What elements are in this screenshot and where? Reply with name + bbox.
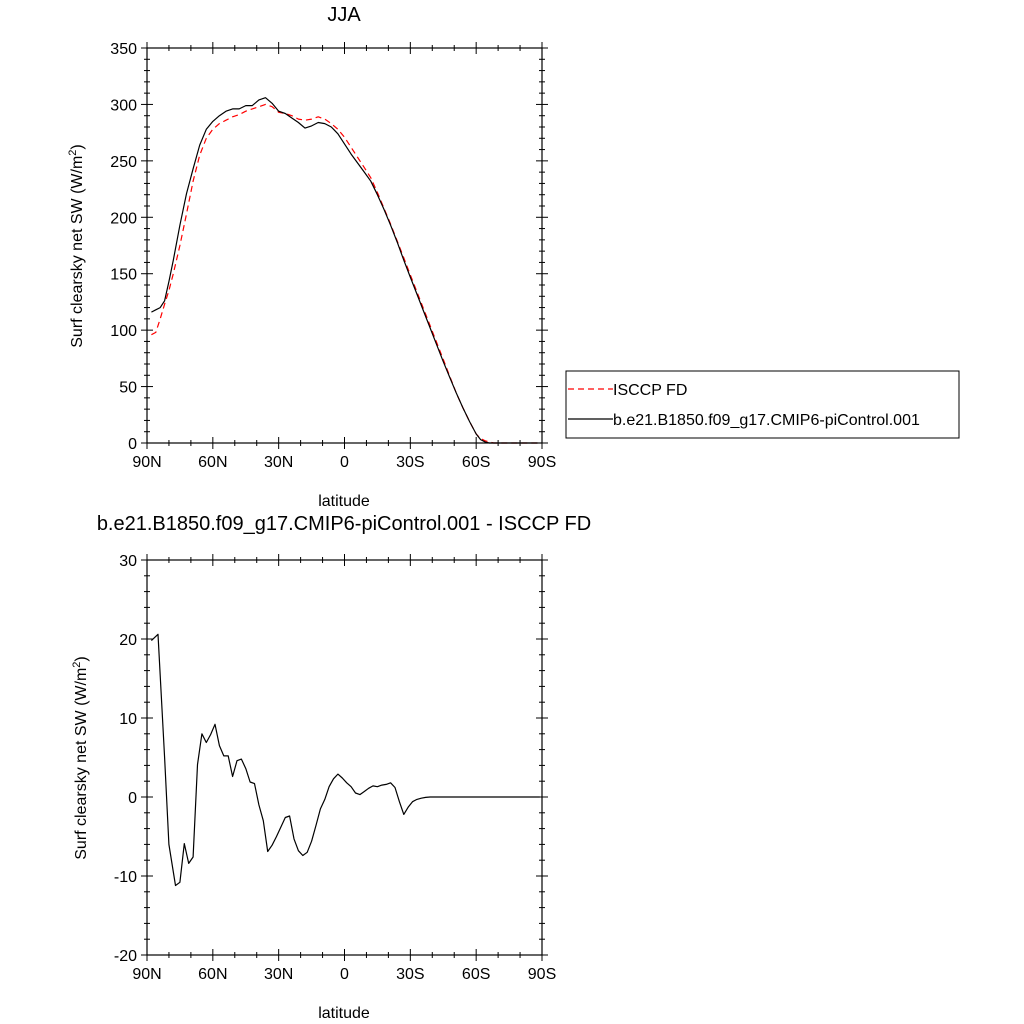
legend: ISCCP FD b.e21.B1850.f09_g17.CMIP6-piCon… bbox=[565, 370, 960, 439]
legend-box bbox=[565, 370, 960, 439]
y-tick-label: 0 bbox=[128, 790, 137, 807]
y-tick-label: 0 bbox=[128, 436, 137, 453]
difference-line bbox=[150, 633, 540, 887]
bottom-y-axis-label: Surf clearsky net SW (W/m2) bbox=[71, 656, 90, 859]
y-tick-label: 100 bbox=[110, 323, 137, 340]
x-tick-label: 30S bbox=[396, 454, 424, 471]
x-tick-label: 0 bbox=[340, 966, 349, 983]
bottom-x-axis-label: latitude bbox=[318, 1005, 370, 1022]
bottom-plot-frame bbox=[146, 559, 543, 956]
x-tick-label: 90N bbox=[132, 454, 161, 471]
x-tick-label: 90N bbox=[132, 966, 161, 983]
y-tick-label: 20 bbox=[119, 632, 137, 649]
bottom-chart-title: b.e21.B1850.f09_g17.CMIP6-piControl.001 … bbox=[97, 513, 591, 535]
top-plot-frame bbox=[146, 47, 543, 444]
top-y-axis-label-close: ) bbox=[69, 144, 86, 149]
top-y-axis-label-main: Surf clearsky net SW (W/m bbox=[69, 156, 86, 348]
top-panel: JJA 90N 60N 30N 0 30S 60S 90S 0 50 100 150 200 250 3… bbox=[67, 4, 556, 510]
bottom-y-axis-label-main: Surf clearsky net SW (W/m bbox=[73, 668, 90, 860]
x-tick-label: 30N bbox=[264, 454, 293, 471]
y-tick-label: 250 bbox=[110, 154, 137, 171]
bottom-y-axis-label-sup: 2 bbox=[71, 662, 83, 668]
legend-isccp-label: ISCCP FD bbox=[613, 382, 687, 399]
bottom-panel: b.e21.B1850.f09_g17.CMIP6-piControl.001 … bbox=[71, 513, 591, 1022]
bottom-series-lines bbox=[150, 633, 540, 887]
y-tick-label: 350 bbox=[110, 41, 137, 58]
legend-model-label: b.e21.B1850.f09_g17.CMIP6-piControl.001 bbox=[613, 412, 920, 429]
x-tick-label: 90S bbox=[528, 454, 556, 471]
top-chart-title: JJA bbox=[327, 4, 361, 26]
top-x-axis-label: latitude bbox=[318, 493, 370, 510]
x-tick-label: 0 bbox=[340, 454, 349, 471]
model-line bbox=[151, 97, 538, 444]
bottom-x-tick-labels: 90N 60N 30N 0 30S 60S 90S bbox=[132, 966, 556, 983]
y-tick-label: 30 bbox=[119, 553, 137, 570]
isccp-fd-line bbox=[151, 103, 538, 444]
top-series-lines bbox=[151, 97, 538, 444]
bottom-ticks bbox=[141, 554, 548, 961]
top-y-axis-label-sup: 2 bbox=[67, 150, 79, 156]
y-tick-label: 300 bbox=[110, 97, 137, 114]
x-tick-label: 90S bbox=[528, 966, 556, 983]
top-y-tick-labels: 0 50 100 150 200 250 300 350 bbox=[110, 41, 137, 453]
y-tick-label: 10 bbox=[119, 711, 137, 728]
y-tick-label: -10 bbox=[114, 869, 137, 886]
top-y-axis-label: Surf clearsky net SW (W/m2) bbox=[67, 144, 86, 347]
x-tick-label: 60S bbox=[462, 454, 490, 471]
x-tick-label: 60S bbox=[462, 966, 490, 983]
x-tick-label: 30N bbox=[264, 966, 293, 983]
x-tick-label: 60N bbox=[198, 454, 227, 471]
bottom-y-tick-labels: -20 -10 0 10 20 30 bbox=[114, 553, 137, 965]
x-tick-label: 60N bbox=[198, 966, 227, 983]
y-tick-label: -20 bbox=[114, 948, 137, 965]
y-tick-label: 150 bbox=[110, 267, 137, 284]
top-ticks bbox=[141, 42, 548, 449]
y-tick-label: 200 bbox=[110, 210, 137, 227]
y-tick-label: 50 bbox=[119, 380, 137, 397]
x-tick-label: 30S bbox=[396, 966, 424, 983]
bottom-y-axis-label-close: ) bbox=[73, 656, 90, 661]
top-x-tick-labels: 90N 60N 30N 0 30S 60S 90S bbox=[132, 454, 556, 471]
